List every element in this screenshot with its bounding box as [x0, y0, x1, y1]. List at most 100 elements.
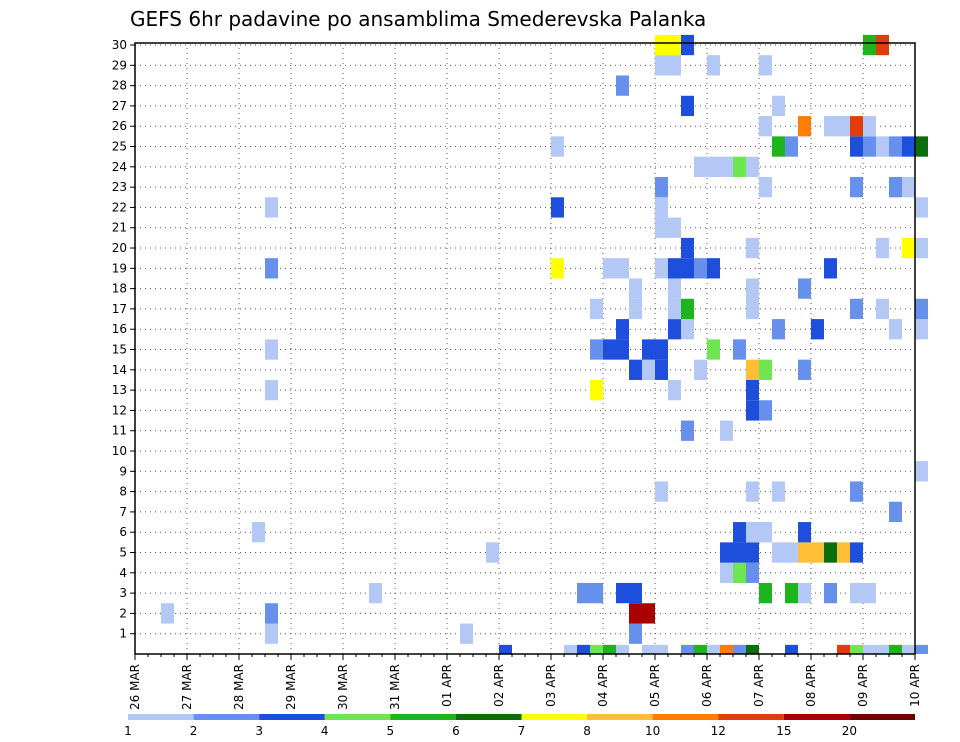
heatmap-cell: [577, 644, 590, 654]
heatmap-cell: [655, 55, 668, 76]
heatmap-cell: [850, 116, 863, 137]
heatmap-cell: [460, 623, 473, 644]
heatmap-cell: [850, 582, 863, 604]
heatmap-cell: [720, 542, 733, 563]
heatmap-cell: [759, 400, 772, 421]
heatmap-cell: [798, 359, 811, 380]
heatmap-cell: [551, 197, 564, 218]
heatmap-cell: [733, 156, 746, 177]
colorbar-segment: [849, 714, 915, 720]
heatmap-cell: [772, 319, 785, 340]
heatmap-cell: [889, 501, 902, 523]
heatmap-cell: [681, 298, 694, 320]
y-tick-label: 27: [112, 99, 127, 113]
heatmap-cell: [863, 116, 876, 137]
heatmap-cell: [486, 542, 499, 563]
y-tick-label: 11: [112, 424, 127, 438]
heatmap-cell: [902, 176, 915, 198]
heatmap-cell: [824, 582, 837, 604]
heatmap-cell: [798, 278, 811, 299]
y-tick-label: 19: [112, 261, 127, 275]
heatmap-cell: [746, 298, 759, 320]
y-tick-label: 28: [112, 79, 127, 93]
x-tick-label: 26 MAR: [128, 664, 142, 710]
heatmap-cell: [551, 136, 564, 157]
colorbar-label: 6: [452, 724, 460, 738]
x-tick-label: 29 MAR: [284, 664, 298, 710]
y-tick-label: 23: [112, 180, 127, 194]
y-tick-label: 25: [112, 140, 127, 154]
heatmap-cell: [642, 644, 655, 654]
heatmap-cell: [668, 55, 681, 76]
y-tick-label: 24: [112, 160, 127, 174]
y-tick-label: 17: [112, 302, 127, 316]
heatmap-cell: [837, 116, 850, 137]
y-tick-label: 8: [119, 485, 127, 499]
heatmap-cell: [798, 582, 811, 604]
colorbar-label: 2: [190, 724, 198, 738]
colorbar-segment: [128, 714, 194, 720]
heatmap-cell: [850, 542, 863, 563]
heatmap-cell: [616, 644, 629, 654]
x-tick-label: 07 APR: [752, 664, 766, 707]
x-tick-label: 05 APR: [648, 664, 662, 707]
heatmap-cell: [681, 420, 694, 441]
y-tick-label: 18: [112, 282, 127, 296]
heatmap-cell: [616, 339, 629, 360]
heatmap-cell: [668, 34, 681, 56]
colorbar-segment: [193, 714, 260, 720]
heatmap-cell: [915, 461, 928, 482]
colorbar-segment: [455, 714, 522, 720]
heatmap-cell: [642, 339, 655, 360]
heatmap-cell: [850, 176, 863, 198]
heatmap-cell: [772, 95, 785, 117]
heatmap-cell: [889, 644, 902, 654]
x-tick-label: 09 APR: [856, 664, 870, 707]
heatmap-cell: [915, 136, 928, 157]
x-tick-label: 03 APR: [544, 664, 558, 707]
heatmap-cell: [876, 644, 889, 654]
heatmap-cell: [915, 644, 928, 654]
chart-title: GEFS 6hr padavine po ansamblima Smederev…: [130, 7, 706, 31]
heatmap-cell: [915, 197, 928, 218]
heatmap-cell: [655, 481, 668, 502]
heatmap-cell: [876, 136, 889, 157]
heatmap-cell: [161, 603, 174, 624]
x-tick-label: 04 APR: [596, 664, 610, 707]
colorbar: 1 2 3 4 5 6 7 8 10 12 15 20: [124, 714, 915, 738]
heatmap-cell: [772, 481, 785, 502]
heatmap-cell: [629, 298, 642, 320]
heatmap-cell: [655, 258, 668, 279]
heatmap-cell: [590, 298, 603, 320]
heatmap-cell: [707, 644, 720, 654]
heatmap-cell: [811, 542, 824, 563]
heatmap-cell: [811, 319, 824, 340]
heatmap-cell: [850, 298, 863, 320]
heatmap-cell: [798, 542, 811, 563]
y-axis: 1234567891011121314151617181920212223242…: [112, 38, 135, 641]
y-tick-label: 9: [119, 464, 127, 478]
colorbar-label: 1: [124, 724, 132, 738]
heatmap-cell: [889, 319, 902, 340]
heatmap-cell: [824, 258, 837, 279]
heatmap-cell: [551, 258, 564, 279]
x-tick-label: 30 MAR: [336, 664, 350, 710]
heatmap-cell: [681, 258, 694, 279]
colorbar-label: 5: [387, 724, 395, 738]
y-tick-label: 30: [112, 38, 127, 52]
colorbar-label: 8: [583, 724, 591, 738]
heatmap-cell: [603, 644, 616, 654]
heatmap-cell: [590, 339, 603, 360]
colorbar-segment: [521, 714, 588, 720]
heatmap-cell: [694, 359, 707, 380]
heatmap-cell: [720, 420, 733, 441]
heatmap-cell: [746, 481, 759, 502]
heatmap-cell: [837, 542, 850, 563]
heatmap-cell: [733, 562, 746, 583]
heatmap-cell: [265, 339, 278, 360]
heatmap-cell: [629, 603, 642, 624]
y-tick-label: 13: [112, 383, 127, 397]
heatmap-cell: [772, 542, 785, 563]
y-tick-label: 15: [112, 343, 127, 357]
heatmap-cell: [759, 359, 772, 380]
